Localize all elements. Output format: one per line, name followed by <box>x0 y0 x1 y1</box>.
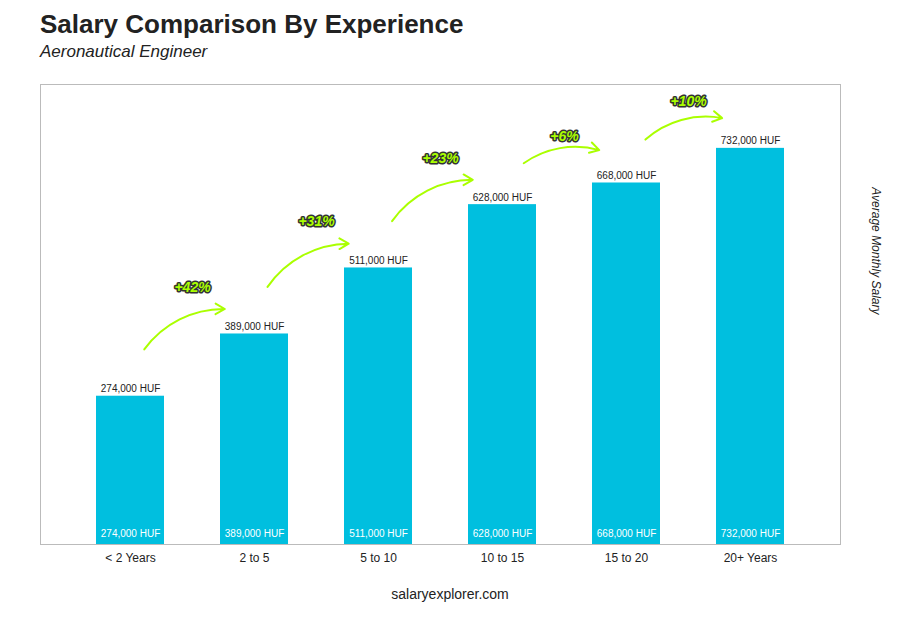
svg-text:10 to 15: 10 to 15 <box>481 551 525 565</box>
svg-text:389,000 HUF: 389,000 HUF <box>225 528 284 539</box>
svg-text:5 to 10: 5 to 10 <box>360 551 397 565</box>
html-text:salaryexplorer.com: salaryexplorer.com <box>391 586 509 602</box>
svg-text:389,000 HUF: 389,000 HUF <box>225 321 284 332</box>
svg-text:+31%: +31% <box>298 213 335 229</box>
svg-text:511,000 HUF: 511,000 HUF <box>349 255 408 266</box>
svg-text:< 2 Years: < 2 Years <box>105 551 155 565</box>
html-text:Salary Comparison By Experienc: Salary Comparison By Experience <box>40 9 464 39</box>
svg-text:668,000 HUF: 668,000 HUF <box>597 528 656 539</box>
svg-text:20+ Years: 20+ Years <box>724 551 778 565</box>
svg-text:511,000 HUF: 511,000 HUF <box>349 528 408 539</box>
svg-text:628,000 HUF: 628,000 HUF <box>473 192 532 203</box>
svg-text:274,000 HUF: 274,000 HUF <box>101 528 160 539</box>
svg-text:+23%: +23% <box>422 150 459 166</box>
svg-text:628,000 HUF: 628,000 HUF <box>473 528 532 539</box>
html-text:Aeronautical Engineer: Aeronautical Engineer <box>40 42 208 61</box>
svg-text:732,000 HUF: 732,000 HUF <box>721 528 780 539</box>
svg-text:+42%: +42% <box>174 279 211 295</box>
svg-text:2 to 5: 2 to 5 <box>239 551 269 565</box>
svg-text:Average Monthly Salary: Average Monthly Salary <box>869 186 883 315</box>
svg-text:732,000 HUF: 732,000 HUF <box>721 135 780 146</box>
svg-text:+10%: +10% <box>670 93 707 109</box>
svg-text:274,000 HUF: 274,000 HUF <box>101 383 160 394</box>
svg-text:+6%: +6% <box>550 128 579 144</box>
svg-text:15 to 20: 15 to 20 <box>605 551 649 565</box>
svg-text:668,000 HUF: 668,000 HUF <box>597 170 656 181</box>
